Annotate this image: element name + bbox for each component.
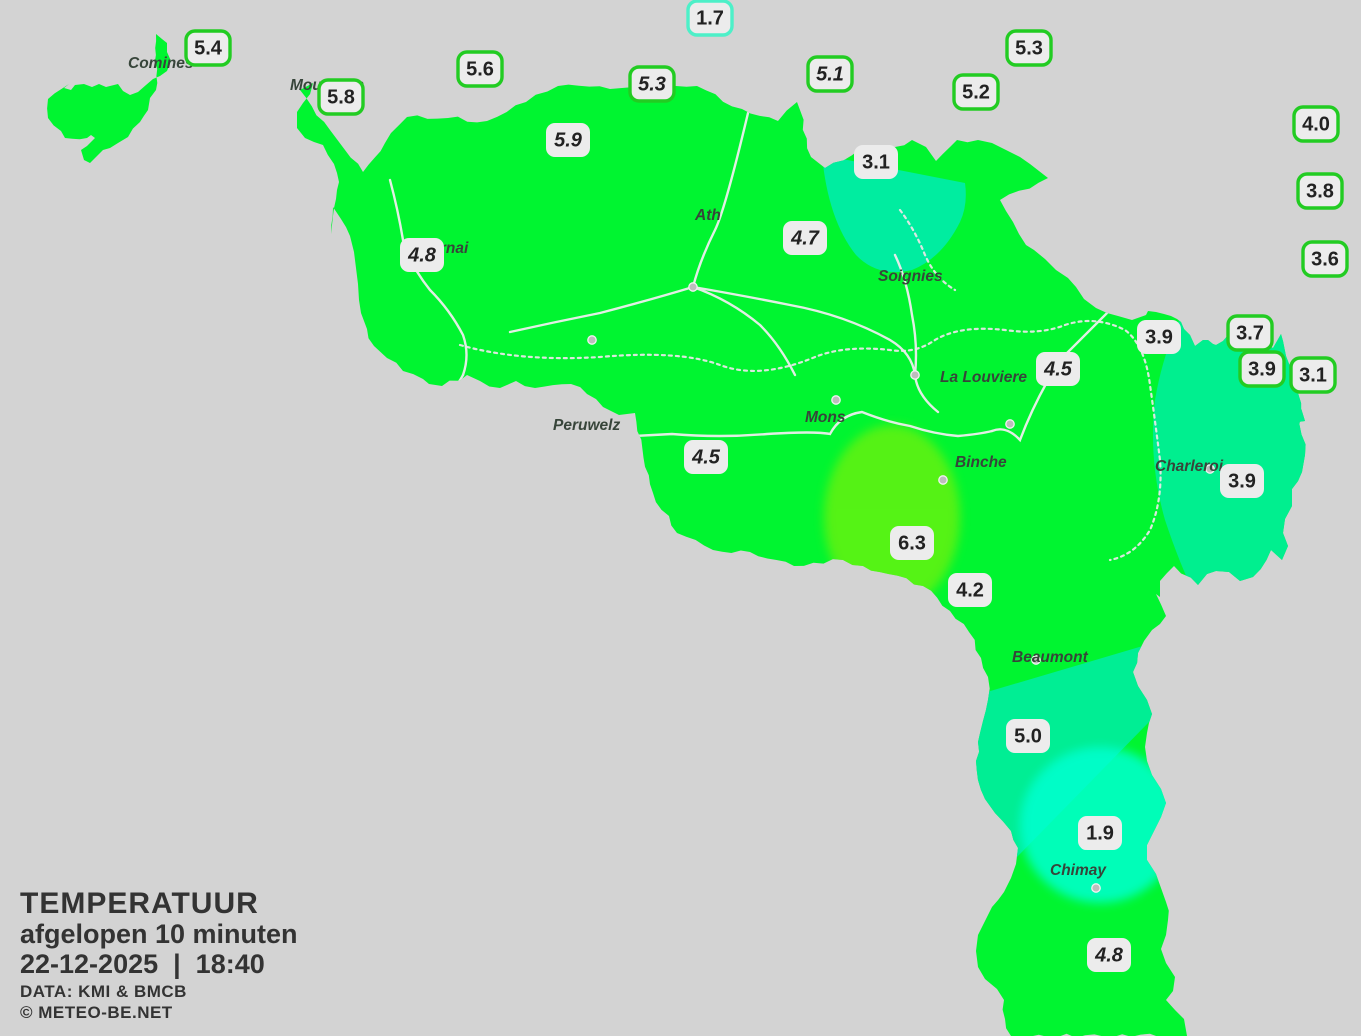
svg-text:3.9: 3.9: [1228, 471, 1256, 493]
svg-text:3.6: 3.6: [1311, 249, 1339, 271]
svg-text:1.9: 1.9: [1086, 823, 1114, 845]
svg-text:3.9: 3.9: [1145, 327, 1173, 349]
svg-text:Soignies: Soignies: [878, 268, 943, 285]
svg-text:5.6: 5.6: [466, 59, 494, 81]
svg-text:3.7: 3.7: [1236, 323, 1264, 345]
svg-text:4.8: 4.8: [1094, 945, 1124, 967]
svg-text:1.7: 1.7: [696, 8, 724, 30]
svg-text:5.1: 5.1: [816, 64, 844, 86]
svg-text:6.3: 6.3: [898, 533, 926, 555]
svg-text:Comines: Comines: [128, 55, 194, 72]
svg-text:Peruwelz: Peruwelz: [553, 417, 620, 434]
svg-text:4.5: 4.5: [691, 447, 721, 469]
svg-text:5.3: 5.3: [1015, 38, 1043, 60]
svg-text:Ath: Ath: [694, 207, 721, 224]
svg-text:5.4: 5.4: [194, 38, 223, 60]
svg-text:3.1: 3.1: [1299, 365, 1327, 387]
svg-text:4.0: 4.0: [1302, 114, 1330, 136]
svg-text:Binche: Binche: [955, 454, 1007, 471]
svg-text:TEMPERATUUR: TEMPERATUUR: [20, 887, 259, 920]
svg-text:DATA: KMI & BMCB: DATA: KMI & BMCB: [20, 982, 187, 1001]
svg-text:5.8: 5.8: [327, 87, 355, 109]
svg-text:4.2: 4.2: [956, 580, 984, 602]
svg-text:Charleroi: Charleroi: [1155, 458, 1224, 475]
svg-text:22-12-2025 | 18:40: 22-12-2025 | 18:40: [20, 949, 265, 979]
svg-text:3.9: 3.9: [1248, 359, 1276, 381]
svg-text:3.1: 3.1: [862, 152, 890, 174]
svg-text:5.0: 5.0: [1014, 726, 1042, 748]
svg-text:afgelopen 10 minuten: afgelopen 10 minuten: [20, 919, 298, 949]
svg-text:4.7: 4.7: [790, 228, 820, 250]
svg-text:Beaumont: Beaumont: [1012, 649, 1089, 666]
svg-text:4.5: 4.5: [1043, 359, 1073, 381]
svg-text:5.9: 5.9: [554, 130, 583, 152]
svg-text:© METEO-BE.NET: © METEO-BE.NET: [20, 1003, 173, 1022]
svg-text:Mons: Mons: [805, 409, 846, 426]
svg-text:Chimay: Chimay: [1050, 862, 1107, 879]
svg-text:4.8: 4.8: [407, 245, 437, 267]
svg-text:5.2: 5.2: [962, 82, 990, 104]
svg-text:3.8: 3.8: [1306, 181, 1334, 203]
svg-text:La Louviere: La Louviere: [940, 369, 1027, 386]
svg-text:5.3: 5.3: [638, 74, 666, 96]
